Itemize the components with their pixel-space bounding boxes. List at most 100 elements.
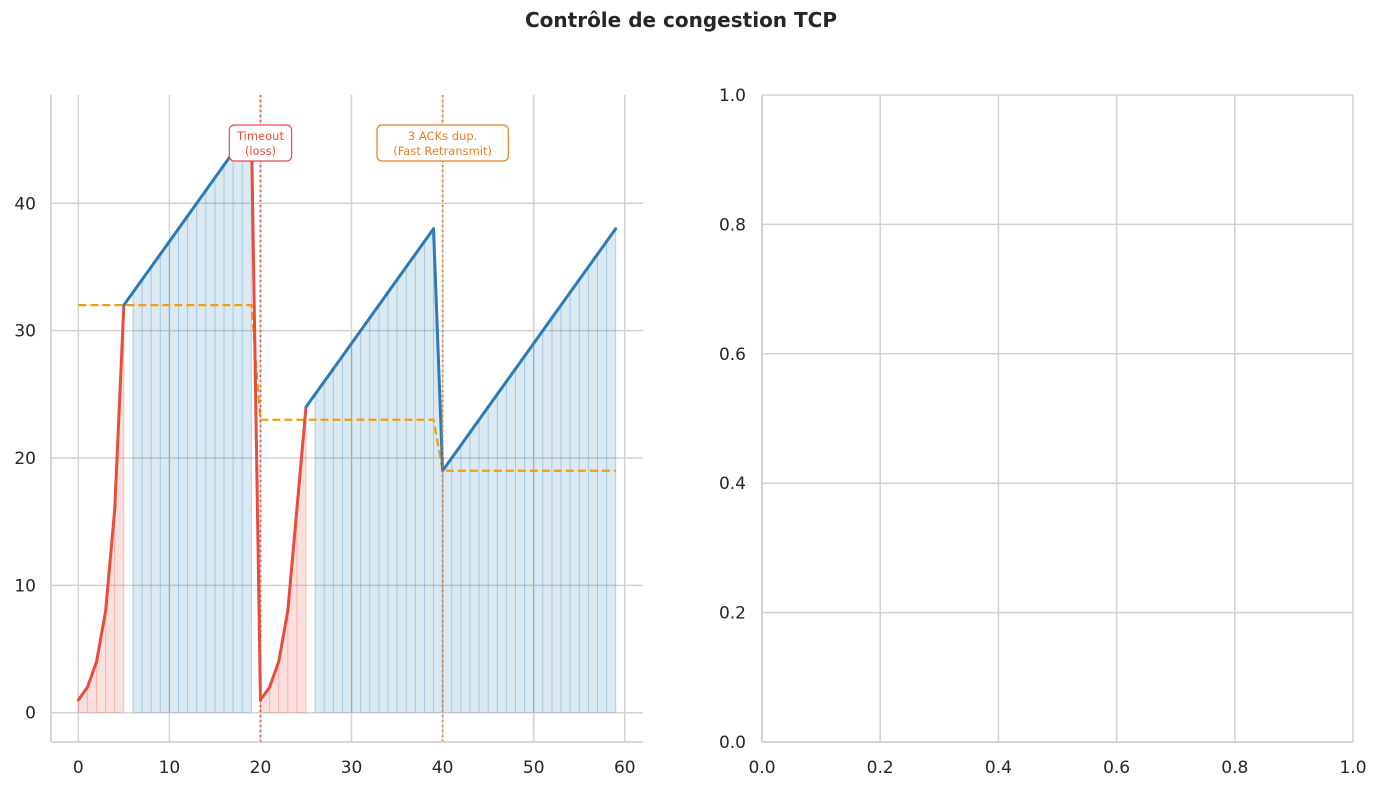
cwnd-slow-start-segment [286,507,299,613]
left-axes [50,95,643,743]
cwnd-congestion-avoidance-segment [441,456,454,473]
cwnd-congestion-avoidance-segment [359,316,372,333]
cwnd-congestion-avoidance-segment [177,214,190,231]
cwnd-congestion-avoidance-segment [186,201,199,218]
cwnd-congestion-avoidance-segment [377,290,390,307]
left-series-lines [76,125,618,702]
cwnd-congestion-avoidance-segment [340,341,354,358]
cwnd-congestion-avoidance-segment [213,163,226,180]
y-tick-label: 0.0 [719,733,746,753]
cwnd-congestion-avoidance-segment [422,227,436,243]
x-tick-label: 0.2 [867,758,894,778]
cwnd-slow-start-segment [85,660,99,689]
cwnd-congestion-avoidance-segment [523,341,536,358]
x-tick-label: 20 [250,758,272,778]
cwnd-congestion-avoidance-segment [559,290,572,307]
cwnd-congestion-avoidance-segment [595,239,609,256]
cwnd-congestion-avoidance-segment [541,316,554,333]
cwnd-congestion-avoidance-segment [368,303,381,320]
cwnd-congestion-avoidance-segment [140,265,153,282]
left-panel: Timeout (loss) 3 ACKs dup. (Fast Retransmit… [14,95,643,778]
cwnd-congestion-avoidance-segment [195,189,208,205]
cwnd-congestion-avoidance-segment [513,354,527,371]
cwnd-congestion-avoidance-segment [149,252,162,269]
y-tick-label: 20 [14,449,36,469]
timeout-label: Timeout (loss) [236,129,284,158]
cwnd-congestion-avoidance-segment [395,265,408,282]
cwnd-congestion-avoidance-segment [459,431,472,447]
cwnd-congestion-avoidance-segment [504,367,517,384]
cwnd-congestion-avoidance-segment [532,329,545,345]
cwnd-slow-start-segment [268,660,281,689]
x-tick-label: 0.6 [1103,758,1130,778]
x-tick-label: 0.0 [748,758,775,778]
cwnd-congestion-avoidance-segment [313,380,326,396]
left-event-markers: Timeout (loss) 3 ACKs dup. (Fast Retransmit… [228,95,509,742]
right-tick-labels: 0.0 0.2 0.4 0.6 0.8 1.0 0.0 0.2 0.4 0.6 0.8 1.0 [719,86,1367,778]
x-tick-label: 50 [523,758,545,778]
right-grid [761,94,1354,743]
cwnd-congestion-avoidance-segment [586,252,599,269]
cwnd-congestion-avoidance-segment [350,329,363,345]
cwnd-congestion-avoidance-segment [568,278,581,294]
cwnd-congestion-avoidance-segment [167,227,181,243]
cwnd-congestion-avoidance-segment [486,392,499,409]
cwnd-congestion-avoidance-segment [468,418,481,435]
x-tick-label: 10 [159,758,181,778]
cwnd-congestion-avoidance-segment [158,239,171,256]
timeout-label-box [228,124,293,162]
cwnd-congestion-avoidance-segment [404,252,417,269]
cwnd-congestion-avoidance-segment [550,303,563,320]
y-tick-label: 0.2 [719,604,746,624]
cwnd-slow-start-segment [113,303,126,511]
fast_retransmit-label-box [376,124,509,162]
cwnd-congestion-avoidance-segment [432,227,445,473]
x-tick-label: 1.0 [1339,758,1366,778]
cwnd-slow-start-segment [277,609,290,664]
cwnd-congestion-avoidance-segment [386,278,399,294]
cwnd-slow-start-segment [258,685,272,702]
ssthresh-line [78,304,616,472]
x-tick-label: 60 [614,758,636,778]
cwnd-congestion-avoidance-segment [413,239,426,256]
fast_retransmit-label: 3 ACKs dup. (Fast Retransmit) [393,129,492,158]
y-tick-label: 1.0 [719,86,746,106]
x-tick-label: 0.8 [1221,758,1248,778]
cwnd-slow-start-segment [95,609,108,664]
left-tick-labels: 0 10 20 30 40 50 60 0 10 20 30 40 [14,194,635,778]
x-tick-label: 0.4 [985,758,1012,778]
cwnd-slow-start-segment [249,125,262,702]
congestion-avoidance-area [132,126,252,713]
cwnd-congestion-avoidance-segment [605,227,618,243]
y-tick-label: 40 [14,194,36,214]
y-tick-label: 10 [14,576,36,596]
y-tick-label: 30 [14,322,36,342]
cwnd-congestion-avoidance-segment [204,176,217,193]
x-tick-label: 0 [73,758,84,778]
figure-title: Contrôle de congestion TCP [524,8,837,32]
y-tick-label: 0.4 [719,474,746,494]
cwnd-congestion-avoidance-segment [131,278,144,294]
x-tick-label: 30 [341,758,363,778]
right-panel: 0.0 0.2 0.4 0.6 0.8 1.0 0.0 0.2 0.4 0.6 0.8 1.0 [719,86,1367,778]
cwnd-congestion-avoidance-segment [495,380,508,396]
cwnd-congestion-avoidance-segment [331,354,344,371]
y-tick-label: 0.6 [719,345,746,365]
y-tick-label: 0 [25,704,36,724]
left-stems [77,126,617,713]
slow-start-area [78,305,124,713]
cwnd-slow-start-segment [104,507,117,613]
cwnd-slow-start-segment [295,405,308,511]
cwnd-congestion-avoidance-segment [450,443,463,460]
cwnd-congestion-avoidance-segment [577,265,590,282]
cwnd-slow-start-segment [76,685,89,702]
cwnd-congestion-avoidance-segment [322,367,335,384]
x-tick-label: 40 [432,758,454,778]
slow-start-area [260,407,307,713]
cwnd-congestion-avoidance-segment [477,405,490,422]
cwnd-congestion-avoidance-segment [304,392,317,409]
right-axes [761,95,1353,743]
cwnd-congestion-avoidance-segment [122,290,135,307]
y-tick-label: 0.8 [719,215,746,235]
